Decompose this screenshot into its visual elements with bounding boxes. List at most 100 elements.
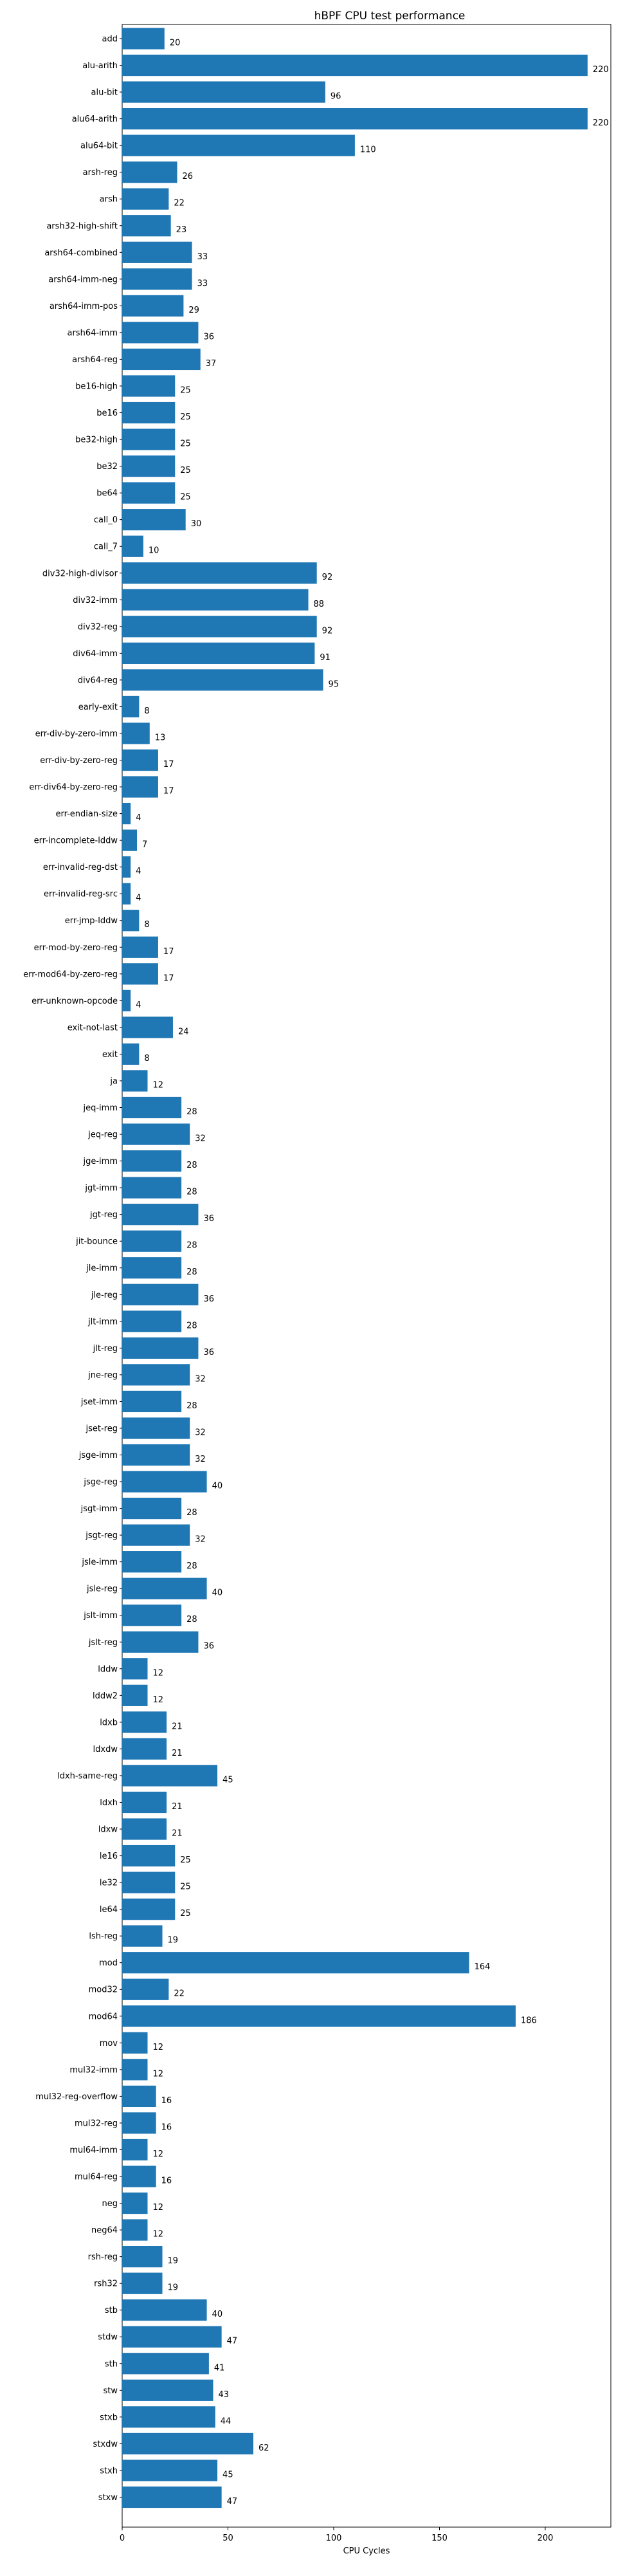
value-label: 19 (168, 2283, 179, 2293)
bar-err-mod64-by-zero-reg (122, 963, 158, 985)
bar-add (122, 28, 165, 50)
value-label: 16 (161, 2096, 172, 2106)
category-label: sth (105, 2359, 118, 2369)
category-label: alu64-arith (72, 115, 118, 124)
value-label: 17 (163, 973, 174, 983)
bar-jlt-reg (122, 1337, 199, 1359)
bar-jge-imm (122, 1150, 182, 1172)
category-label: mod32 (89, 1985, 118, 1995)
bar-jset-imm (122, 1390, 182, 1413)
value-label: 32 (195, 1428, 206, 1437)
value-label: 33 (197, 252, 208, 262)
bar-jsle-reg (122, 1578, 207, 1599)
bar-stxb (122, 2406, 215, 2428)
category-label: alu-bit (91, 88, 118, 98)
value-label: 28 (186, 1561, 197, 1571)
category-label: err-invalid-reg-dst (43, 863, 118, 872)
bar-arsh32-high-shift (122, 215, 171, 237)
category-label: alu64-bit (80, 142, 118, 151)
bar-be32-high (122, 428, 176, 450)
category-label: err-mod64-by-zero-reg (23, 970, 118, 979)
bar-call_0 (122, 509, 186, 531)
category-label: le64 (100, 1905, 118, 1915)
value-label: 36 (203, 332, 214, 342)
value-label: 28 (186, 1321, 197, 1330)
x-tick-label: 100 (326, 2534, 342, 2543)
category-label: jit-bounce (75, 1237, 118, 1247)
bar-jsgt-reg (122, 1524, 190, 1546)
category-label: err-endian-size (55, 809, 118, 819)
bar-stb (122, 2299, 207, 2321)
category-label: mov (100, 2039, 118, 2048)
category-label: lddw (98, 1664, 118, 1674)
bar-lsh-reg (122, 1925, 163, 1947)
bar-stxdw (122, 2433, 253, 2455)
bar-ldxdw (122, 1738, 167, 1760)
category-label: err-unknown-opcode (32, 997, 118, 1006)
value-label: 20 (170, 38, 181, 48)
bar-arsh64-combined (122, 241, 192, 263)
value-label: 28 (186, 1107, 197, 1117)
bar-err-div-by-zero-imm (122, 722, 150, 744)
value-label: 21 (172, 1749, 183, 1758)
bar-mul32-reg-overflow (122, 2085, 156, 2108)
value-label: 36 (203, 1214, 214, 1224)
category-label: jlt-imm (87, 1317, 118, 1327)
bar-le32 (122, 1872, 176, 1893)
value-label: 28 (186, 1241, 197, 1251)
value-label: 36 (203, 1348, 214, 1357)
category-label: jgt-imm (84, 1184, 118, 1193)
value-label: 4 (136, 813, 141, 823)
category-label: stdw (98, 2333, 118, 2342)
category-label: stxb (100, 2413, 118, 2422)
bar-div64-imm (122, 642, 315, 664)
category-label: err-mod-by-zero-reg (34, 943, 118, 953)
bar-be32 (122, 455, 176, 477)
category-label: early-exit (78, 703, 118, 712)
bar-alu-bit (122, 81, 325, 103)
bar-be64 (122, 482, 176, 504)
bar-ldxh (122, 1791, 167, 1814)
value-label: 25 (180, 1882, 191, 1892)
bar-err-mod-by-zero-reg (122, 936, 158, 958)
value-label: 32 (195, 1455, 206, 1464)
bar-ldxb (122, 1711, 167, 1733)
value-label: 25 (180, 493, 191, 502)
value-label: 7 (142, 840, 147, 850)
value-label: 19 (168, 1936, 179, 1946)
x-tick-label: 150 (431, 2534, 448, 2543)
value-label: 29 (188, 306, 199, 315)
category-label: ldxw (98, 1825, 118, 1835)
value-label: 19 (168, 2256, 179, 2266)
value-label: 24 (178, 1027, 189, 1036)
value-label: 92 (322, 573, 333, 582)
value-label: 40 (212, 2310, 223, 2319)
value-label: 95 (329, 679, 340, 689)
category-label: mul32-imm (69, 2065, 118, 2075)
bar-arsh (122, 188, 169, 210)
bar-mov (122, 2032, 148, 2054)
value-label: 92 (322, 626, 333, 636)
category-label: jsgt-reg (85, 1531, 118, 1541)
category-label: neg (102, 2199, 118, 2209)
category-label: be16 (96, 409, 118, 418)
bar-lddw2 (122, 1684, 148, 1706)
category-label: div64-reg (78, 676, 118, 685)
category-label: jslt-imm (83, 1611, 118, 1621)
value-label: 25 (180, 439, 191, 449)
category-label: err-div-by-zero-imm (35, 729, 118, 739)
bar-neg (122, 2192, 148, 2214)
bar-mul64-reg (122, 2166, 156, 2187)
value-label: 88 (314, 600, 325, 609)
bar-jsle-imm (122, 1551, 182, 1573)
value-label: 25 (180, 385, 191, 395)
value-label: 17 (163, 947, 174, 957)
category-label: arsh64-reg (72, 355, 118, 365)
category-label: jsgt-imm (80, 1504, 118, 1514)
category-label: jle-imm (86, 1264, 118, 1273)
bar-arsh64-imm (122, 322, 199, 344)
bar-mul64-imm (122, 2139, 148, 2161)
category-label: rsh-reg (88, 2252, 118, 2262)
bar-stxh (122, 2460, 218, 2481)
